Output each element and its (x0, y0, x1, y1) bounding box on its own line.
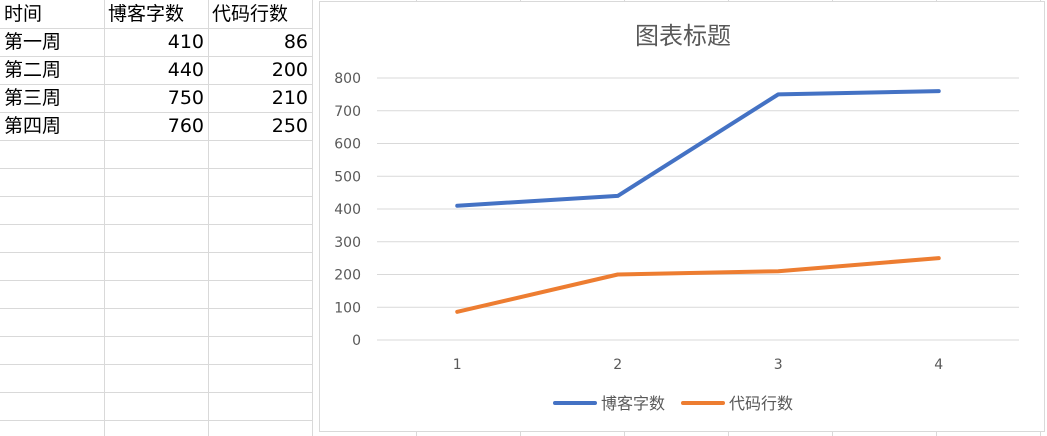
grid-row-line (0, 140, 312, 141)
grid-column-line (312, 0, 313, 436)
y-tick-label: 800 (334, 71, 361, 87)
data-cell[interactable]: 210 (271, 87, 308, 109)
grid-row-line (0, 56, 312, 57)
data-cell[interactable]: 86 (283, 31, 308, 53)
grid-row-line (0, 336, 312, 337)
series-line (455, 89, 941, 208)
y-tick-label: 600 (334, 137, 361, 153)
grid-row-line (0, 196, 312, 197)
series-line (455, 256, 941, 314)
data-cell[interactable]: 410 (167, 31, 204, 53)
header-cell[interactable]: 时间 (4, 3, 43, 25)
y-tick-label: 200 (334, 268, 361, 284)
data-cell[interactable]: 200 (271, 59, 308, 81)
grid-row-line (0, 364, 312, 365)
x-tick-label: 1 (453, 357, 462, 373)
x-tick-label: 2 (613, 357, 622, 373)
chart-title: 图表标题 (635, 22, 731, 50)
grid-row-line (0, 392, 312, 393)
y-tick-label: 500 (334, 169, 361, 185)
grid-row-line (0, 28, 312, 29)
header-cell[interactable]: 代码行数 (212, 3, 289, 25)
y-tick-label: 300 (334, 235, 361, 251)
grid-row-line (0, 252, 312, 253)
y-tick-label: 100 (334, 300, 361, 316)
data-cell[interactable]: 第二周 (4, 59, 62, 81)
legend-label: 博客字数 (601, 394, 665, 413)
grid-row-line (0, 112, 312, 113)
data-cell[interactable]: 440 (167, 59, 204, 81)
data-cell[interactable]: 750 (167, 87, 204, 109)
x-tick-label: 3 (774, 357, 783, 373)
data-cell[interactable]: 760 (167, 115, 204, 137)
grid-row-line (0, 420, 312, 421)
y-tick-label: 0 (352, 333, 361, 349)
grid-row-line (0, 280, 312, 281)
grid-column-line (104, 0, 105, 436)
legend-label: 代码行数 (729, 394, 793, 413)
y-tick-label: 700 (334, 104, 361, 120)
y-tick-label: 400 (334, 202, 361, 218)
grid-column-line (208, 0, 209, 436)
line-chart[interactable]: 图表标题 0 100 200 300 400 500 600 700 800 1 2 3 4 博客字数 代码行… (319, 1, 1045, 432)
data-cell[interactable]: 第三周 (4, 87, 62, 109)
grid-row-line (0, 168, 312, 169)
data-cell[interactable]: 第一周 (4, 31, 62, 53)
data-cell[interactable]: 第四周 (4, 115, 62, 137)
header-cell[interactable]: 博客字数 (108, 3, 185, 25)
data-cell[interactable]: 250 (271, 115, 308, 137)
grid-row-line (0, 224, 312, 225)
chart-canvas: 图表标题 0 100 200 300 400 500 600 700 800 1 2 3 4 博客字数 代码行… (334, 22, 1019, 413)
x-tick-label: 4 (934, 357, 943, 373)
grid-row-line (0, 308, 312, 309)
grid-row-line (0, 84, 312, 85)
